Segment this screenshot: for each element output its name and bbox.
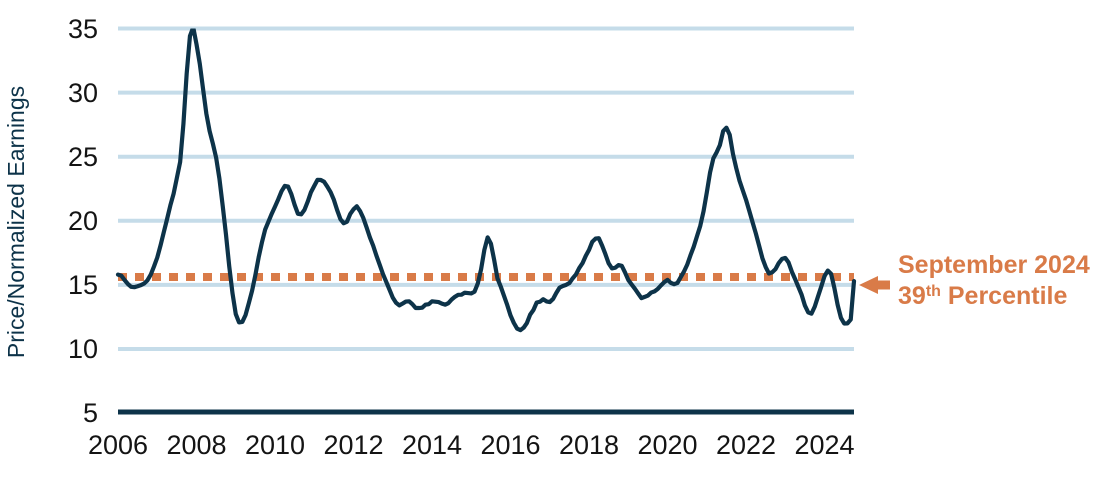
svg-text:10: 10 [68, 334, 98, 364]
svg-text:2006: 2006 [88, 430, 148, 460]
svg-text:2022: 2022 [716, 430, 776, 460]
svg-text:39th Percentile: 39th Percentile [898, 282, 1067, 310]
svg-text:2016: 2016 [480, 430, 540, 460]
svg-text:2018: 2018 [559, 430, 619, 460]
svg-text:30: 30 [68, 78, 98, 108]
svg-text:September 2024: September 2024 [898, 251, 1090, 279]
svg-text:Price/Normalized Earnings: Price/Normalized Earnings [3, 86, 29, 358]
svg-text:2020: 2020 [637, 430, 697, 460]
svg-text:2012: 2012 [323, 430, 383, 460]
svg-text:2008: 2008 [166, 430, 226, 460]
svg-text:2024: 2024 [794, 430, 854, 460]
svg-text:20: 20 [68, 206, 98, 236]
svg-text:5: 5 [83, 398, 98, 428]
svg-text:2014: 2014 [402, 430, 462, 460]
svg-text:15: 15 [68, 270, 98, 300]
svg-text:35: 35 [68, 14, 98, 44]
svg-text:2010: 2010 [245, 430, 305, 460]
svg-text:25: 25 [68, 142, 98, 172]
